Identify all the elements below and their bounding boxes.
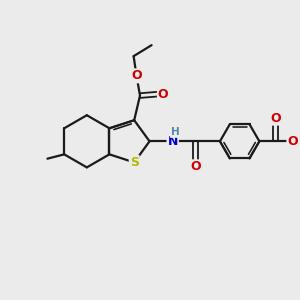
- Text: O: O: [131, 69, 142, 82]
- Text: S: S: [130, 156, 139, 169]
- Text: O: O: [287, 135, 298, 148]
- Text: O: O: [190, 160, 201, 173]
- Text: O: O: [158, 88, 169, 100]
- Text: O: O: [270, 112, 280, 124]
- Text: N: N: [167, 135, 178, 148]
- Text: H: H: [171, 127, 179, 137]
